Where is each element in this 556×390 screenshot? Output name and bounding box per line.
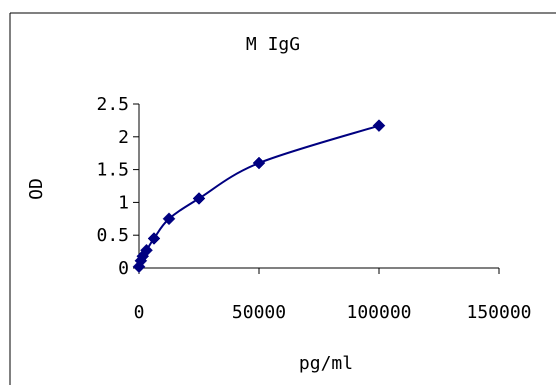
data-point-marker	[147, 232, 161, 245]
data-points	[132, 119, 386, 274]
data-point-marker	[252, 156, 266, 170]
x-tick-label: 0	[134, 302, 145, 323]
y-tick-label: 0.5	[96, 225, 129, 246]
axes: 0 0.5 1 1.5 2 2.5 0 50000 100000 150000	[96, 94, 531, 323]
y-tick-label: 1	[118, 192, 129, 213]
data-point-marker	[192, 192, 206, 205]
y-tick-label: 1.5	[96, 160, 129, 181]
data-point-marker	[140, 243, 153, 257]
y-tick-label: 0	[118, 258, 129, 279]
x-tick-label: 50000	[232, 302, 286, 323]
y-axis-label: OD	[26, 178, 47, 200]
data-point-marker	[162, 212, 176, 226]
chart-title: M IgG	[246, 34, 300, 55]
x-tick-label: 100000	[346, 302, 411, 323]
x-tick-label: 150000	[466, 302, 531, 323]
y-tick-label: 2.5	[96, 94, 129, 115]
x-axis-label: pg/ml	[299, 353, 353, 374]
data-point-marker	[372, 119, 386, 133]
y-tick-label: 2	[118, 127, 129, 148]
fitted-curve-layer	[138, 124, 380, 267]
fitted-curve	[138, 124, 380, 267]
